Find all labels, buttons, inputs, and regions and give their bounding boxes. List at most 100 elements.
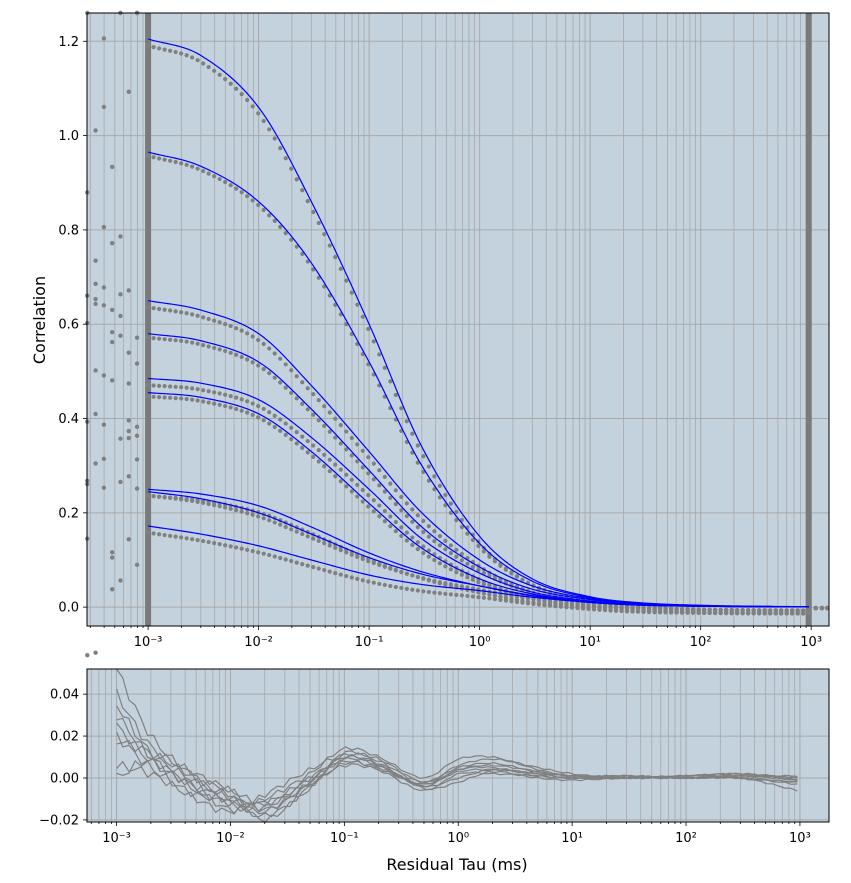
pre-range-point bbox=[134, 433, 140, 438]
data-point bbox=[179, 396, 184, 401]
data-point bbox=[278, 555, 283, 561]
data-point bbox=[415, 513, 420, 518]
data-point bbox=[492, 597, 498, 602]
data-point bbox=[399, 533, 404, 539]
data-point bbox=[377, 514, 382, 519]
data-point bbox=[349, 453, 354, 458]
data-point bbox=[443, 547, 448, 552]
pre-range-point bbox=[126, 89, 131, 94]
data-point bbox=[646, 606, 652, 612]
data-point bbox=[564, 605, 569, 610]
data-point bbox=[481, 591, 487, 596]
data-point bbox=[470, 577, 475, 582]
data-point bbox=[404, 571, 409, 576]
data-point bbox=[267, 371, 272, 376]
data-point bbox=[487, 592, 492, 597]
data-point bbox=[261, 366, 266, 372]
data-point bbox=[305, 259, 310, 264]
pre-range-point bbox=[126, 537, 131, 542]
data-point bbox=[245, 547, 250, 552]
data-point bbox=[575, 602, 580, 607]
data-point bbox=[349, 575, 354, 580]
data-point bbox=[145, 153, 151, 158]
data-point bbox=[355, 576, 360, 581]
pre-range-point bbox=[101, 485, 107, 490]
data-point bbox=[283, 156, 288, 161]
data-point bbox=[157, 46, 162, 51]
data-point bbox=[393, 502, 398, 507]
data-point bbox=[190, 386, 195, 391]
pre-range-point bbox=[134, 486, 140, 491]
data-point bbox=[404, 530, 409, 535]
data-point bbox=[388, 514, 393, 519]
data-point bbox=[311, 536, 316, 541]
data-point bbox=[377, 503, 382, 508]
data-point bbox=[151, 531, 156, 536]
data-point bbox=[366, 455, 371, 460]
data-point bbox=[294, 560, 299, 565]
data-point bbox=[267, 127, 272, 132]
data-point bbox=[377, 352, 382, 357]
data-point bbox=[459, 572, 464, 577]
data-point bbox=[718, 610, 723, 616]
data-point bbox=[223, 505, 228, 510]
data-point bbox=[454, 554, 459, 559]
data-point bbox=[338, 572, 343, 577]
bottom-axes: 10⁻³ 10⁻² 10⁻¹ 10⁰ 10¹ 10² 10³ −0.02 0.00 0.02 0.0… bbox=[39, 688, 811, 846]
data-point bbox=[283, 557, 288, 562]
data-point bbox=[443, 581, 448, 586]
data-point bbox=[399, 494, 404, 500]
data-point bbox=[503, 598, 509, 603]
data-point bbox=[151, 45, 156, 50]
data-point bbox=[162, 157, 167, 162]
data-point bbox=[377, 581, 382, 586]
data-point bbox=[481, 549, 487, 554]
data-point bbox=[514, 574, 520, 579]
data-point bbox=[201, 342, 206, 348]
y-tick-label: 0.0 bbox=[58, 601, 79, 616]
data-point bbox=[679, 610, 685, 615]
data-point bbox=[212, 503, 217, 508]
data-point bbox=[668, 610, 674, 615]
data-point bbox=[145, 530, 151, 535]
residual-line bbox=[116, 757, 798, 815]
data-point bbox=[184, 53, 189, 58]
data-point bbox=[256, 550, 261, 555]
data-point bbox=[619, 605, 624, 610]
data-point bbox=[608, 605, 613, 610]
data-point bbox=[360, 578, 365, 583]
data-point bbox=[591, 603, 597, 609]
data-point bbox=[173, 49, 178, 55]
data-point bbox=[421, 529, 426, 535]
data-point bbox=[454, 583, 459, 588]
data-point bbox=[349, 552, 354, 557]
data-point bbox=[168, 337, 173, 342]
data-point bbox=[234, 395, 239, 400]
pre-range-point bbox=[109, 240, 115, 246]
data-point bbox=[448, 592, 453, 597]
data-point bbox=[498, 563, 503, 568]
y-tick-label: 0.2 bbox=[58, 506, 79, 521]
data-point bbox=[806, 611, 811, 616]
data-point bbox=[278, 417, 283, 422]
data-point bbox=[300, 531, 305, 537]
data-point bbox=[206, 501, 211, 507]
data-point bbox=[558, 604, 564, 609]
data-point bbox=[355, 442, 360, 447]
data-point bbox=[454, 518, 459, 523]
data-point bbox=[261, 341, 266, 347]
data-point bbox=[773, 611, 778, 616]
data-point bbox=[635, 609, 641, 614]
data-point bbox=[327, 410, 332, 415]
data-point bbox=[338, 266, 343, 271]
data-point bbox=[547, 603, 553, 608]
data-point bbox=[316, 538, 321, 543]
data-point bbox=[404, 501, 409, 506]
data-point bbox=[613, 605, 619, 610]
pre-range-point bbox=[126, 435, 131, 441]
data-point bbox=[278, 356, 283, 361]
data-point bbox=[404, 514, 409, 519]
data-point bbox=[399, 585, 404, 591]
data-point bbox=[300, 380, 305, 385]
data-point bbox=[228, 323, 233, 329]
